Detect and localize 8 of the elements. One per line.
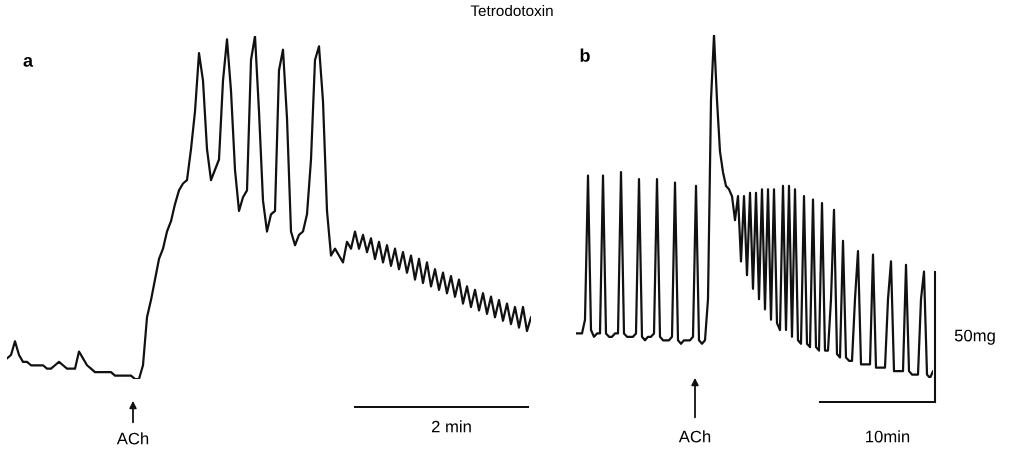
text: 2 min [431,420,471,433]
chart-title: Tetrodotoxin [470,4,553,17]
text: 50mg [954,329,995,345]
annotation: a [23,56,34,67]
annotation: b [580,48,590,62]
text: ACh [116,432,149,445]
text: 10min [866,430,910,443]
text: ACh [678,430,711,443]
